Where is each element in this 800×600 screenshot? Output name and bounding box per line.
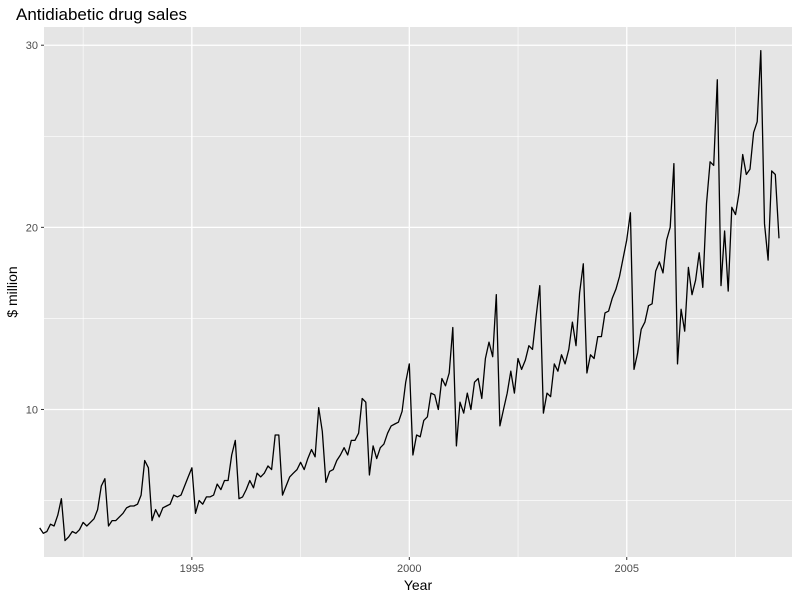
chart-title: Antidiabetic drug sales xyxy=(16,5,187,24)
axis-ticks xyxy=(41,44,628,560)
x-tick-label: 2005 xyxy=(615,563,639,575)
y-tick-label: 10 xyxy=(26,404,38,416)
x-tick-label: 1995 xyxy=(180,563,204,575)
x-tick-label: 2000 xyxy=(397,563,421,575)
y-tick-label: 20 xyxy=(26,222,38,234)
plot-panel xyxy=(44,27,792,557)
series-line xyxy=(39,50,780,542)
axis-tick-labels: 1995 2000 2005 10 20 30 xyxy=(26,40,639,575)
major-gridlines xyxy=(44,27,792,557)
minor-gridlines xyxy=(44,27,792,557)
x-axis-title: Year xyxy=(404,577,433,593)
y-tick-label: 30 xyxy=(26,40,38,52)
y-axis-title: $ million xyxy=(4,266,20,317)
